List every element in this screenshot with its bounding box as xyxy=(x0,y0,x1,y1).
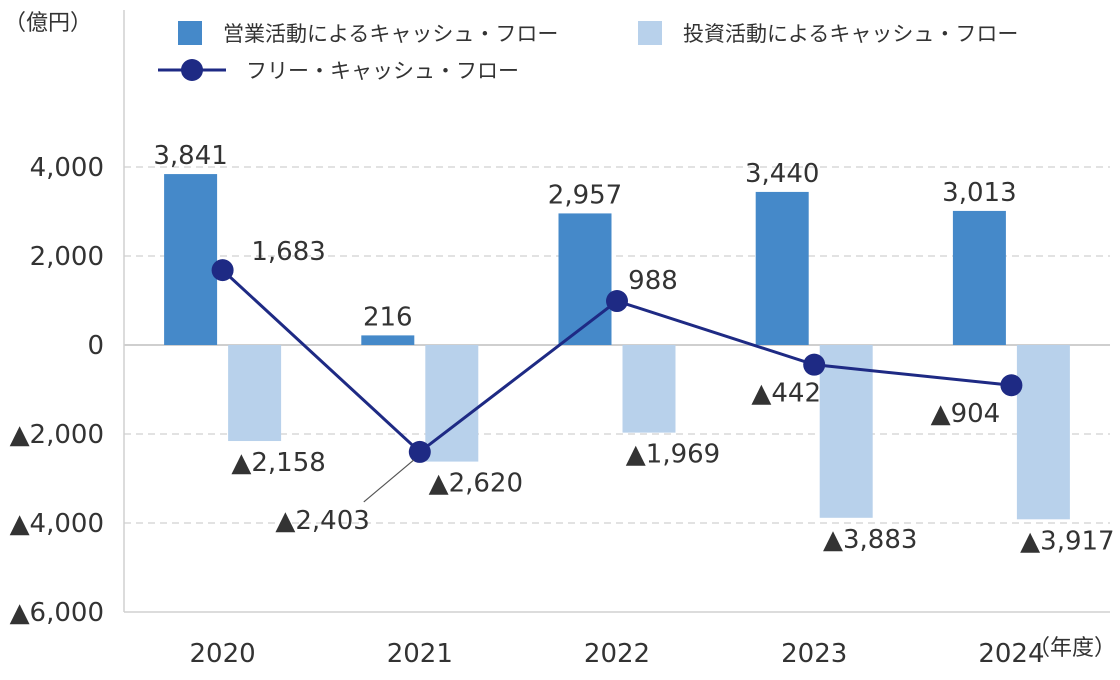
y-tick-label: ▲2,000 xyxy=(10,420,104,450)
x-tick-label: 2020 xyxy=(190,639,256,669)
legend-swatch xyxy=(638,21,662,45)
legend-swatch xyxy=(178,21,202,45)
operating-cf-value-label: 3,440 xyxy=(745,159,819,189)
fcf-point xyxy=(1000,374,1023,397)
grid-lines xyxy=(124,166,1110,524)
fcf-value-label: 1,683 xyxy=(251,237,325,267)
investing-cf-bar xyxy=(819,345,873,518)
free-cash-flow-line xyxy=(211,259,1023,463)
operating-cf-value-label: 2,957 xyxy=(548,180,622,210)
investing-cf-value-label: ▲3,917 xyxy=(1020,526,1114,556)
operating-cf-value-label: 3,841 xyxy=(153,141,227,171)
x-axis-unit-label: （年度） xyxy=(1028,636,1116,661)
axes: 4,000 2,000 0 ▲2,000 ▲4,000 ▲6,000 2020 2021 202… xyxy=(10,10,1110,669)
fcf-value-label: ▲904 xyxy=(931,399,1001,429)
legend-label: フリー・キャッシュ・フロー xyxy=(246,59,519,83)
legend: 営業活動によるキャッシュ・フロー 投資活動によるキャッシュ・フローフリー・キャッシ… xyxy=(158,21,1018,83)
x-tick-label: 2023 xyxy=(781,639,847,669)
fcf-value-label: 988 xyxy=(628,266,678,296)
fcf-leader-line xyxy=(363,459,415,503)
y-tick-label: ▲6,000 xyxy=(10,598,104,628)
y-tick-label: 2,000 xyxy=(30,242,104,272)
operating-cf-value-label: 216 xyxy=(363,302,413,332)
data-labels: 3,841 216 2,957 3,440 3,013 ▲2,158 ▲2,620 ▲1,96… xyxy=(153,141,1114,556)
investing-cf-bar xyxy=(228,345,282,442)
operating-cf-bar xyxy=(164,174,218,345)
fcf-point xyxy=(211,259,234,282)
investing-cf-value-label: ▲2,620 xyxy=(429,469,523,499)
legend-marker xyxy=(181,59,203,81)
fcf-value-label: ▲2,403 xyxy=(275,506,369,536)
investing-cf-value-label: ▲3,883 xyxy=(823,525,917,555)
y-tick-label: 4,000 xyxy=(30,153,104,183)
fcf-point xyxy=(803,353,826,376)
operating-cf-bar xyxy=(952,210,1006,345)
x-tick-label: 2021 xyxy=(387,639,453,669)
legend-label: 営業活動によるキャッシュ・フロー xyxy=(223,22,558,46)
y-tick-label: 0 xyxy=(87,331,104,361)
fcf-point xyxy=(408,440,431,463)
y-tick-label: ▲4,000 xyxy=(10,509,104,539)
x-tick-label: 2022 xyxy=(584,639,650,669)
bars xyxy=(164,174,1070,520)
operating-cf-bar xyxy=(755,191,809,345)
operating-cf-value-label: 3,013 xyxy=(942,178,1016,208)
investing-cf-value-label: ▲2,158 xyxy=(231,448,325,478)
legend-label: 投資活動によるキャッシュ・フロー xyxy=(683,22,1018,46)
y-axis-unit-label: （億円） xyxy=(4,11,92,36)
investing-cf-bar xyxy=(622,345,676,433)
operating-cf-bar xyxy=(361,335,415,345)
x-tick-label: 2024 xyxy=(978,639,1044,669)
investing-cf-bar xyxy=(1016,345,1070,520)
fcf-value-label: ▲442 xyxy=(751,379,821,409)
investing-cf-value-label: ▲1,969 xyxy=(626,440,720,470)
fcf-point xyxy=(606,290,628,313)
operating-cf-bar xyxy=(558,213,612,345)
investing-cf-bar xyxy=(425,345,479,462)
